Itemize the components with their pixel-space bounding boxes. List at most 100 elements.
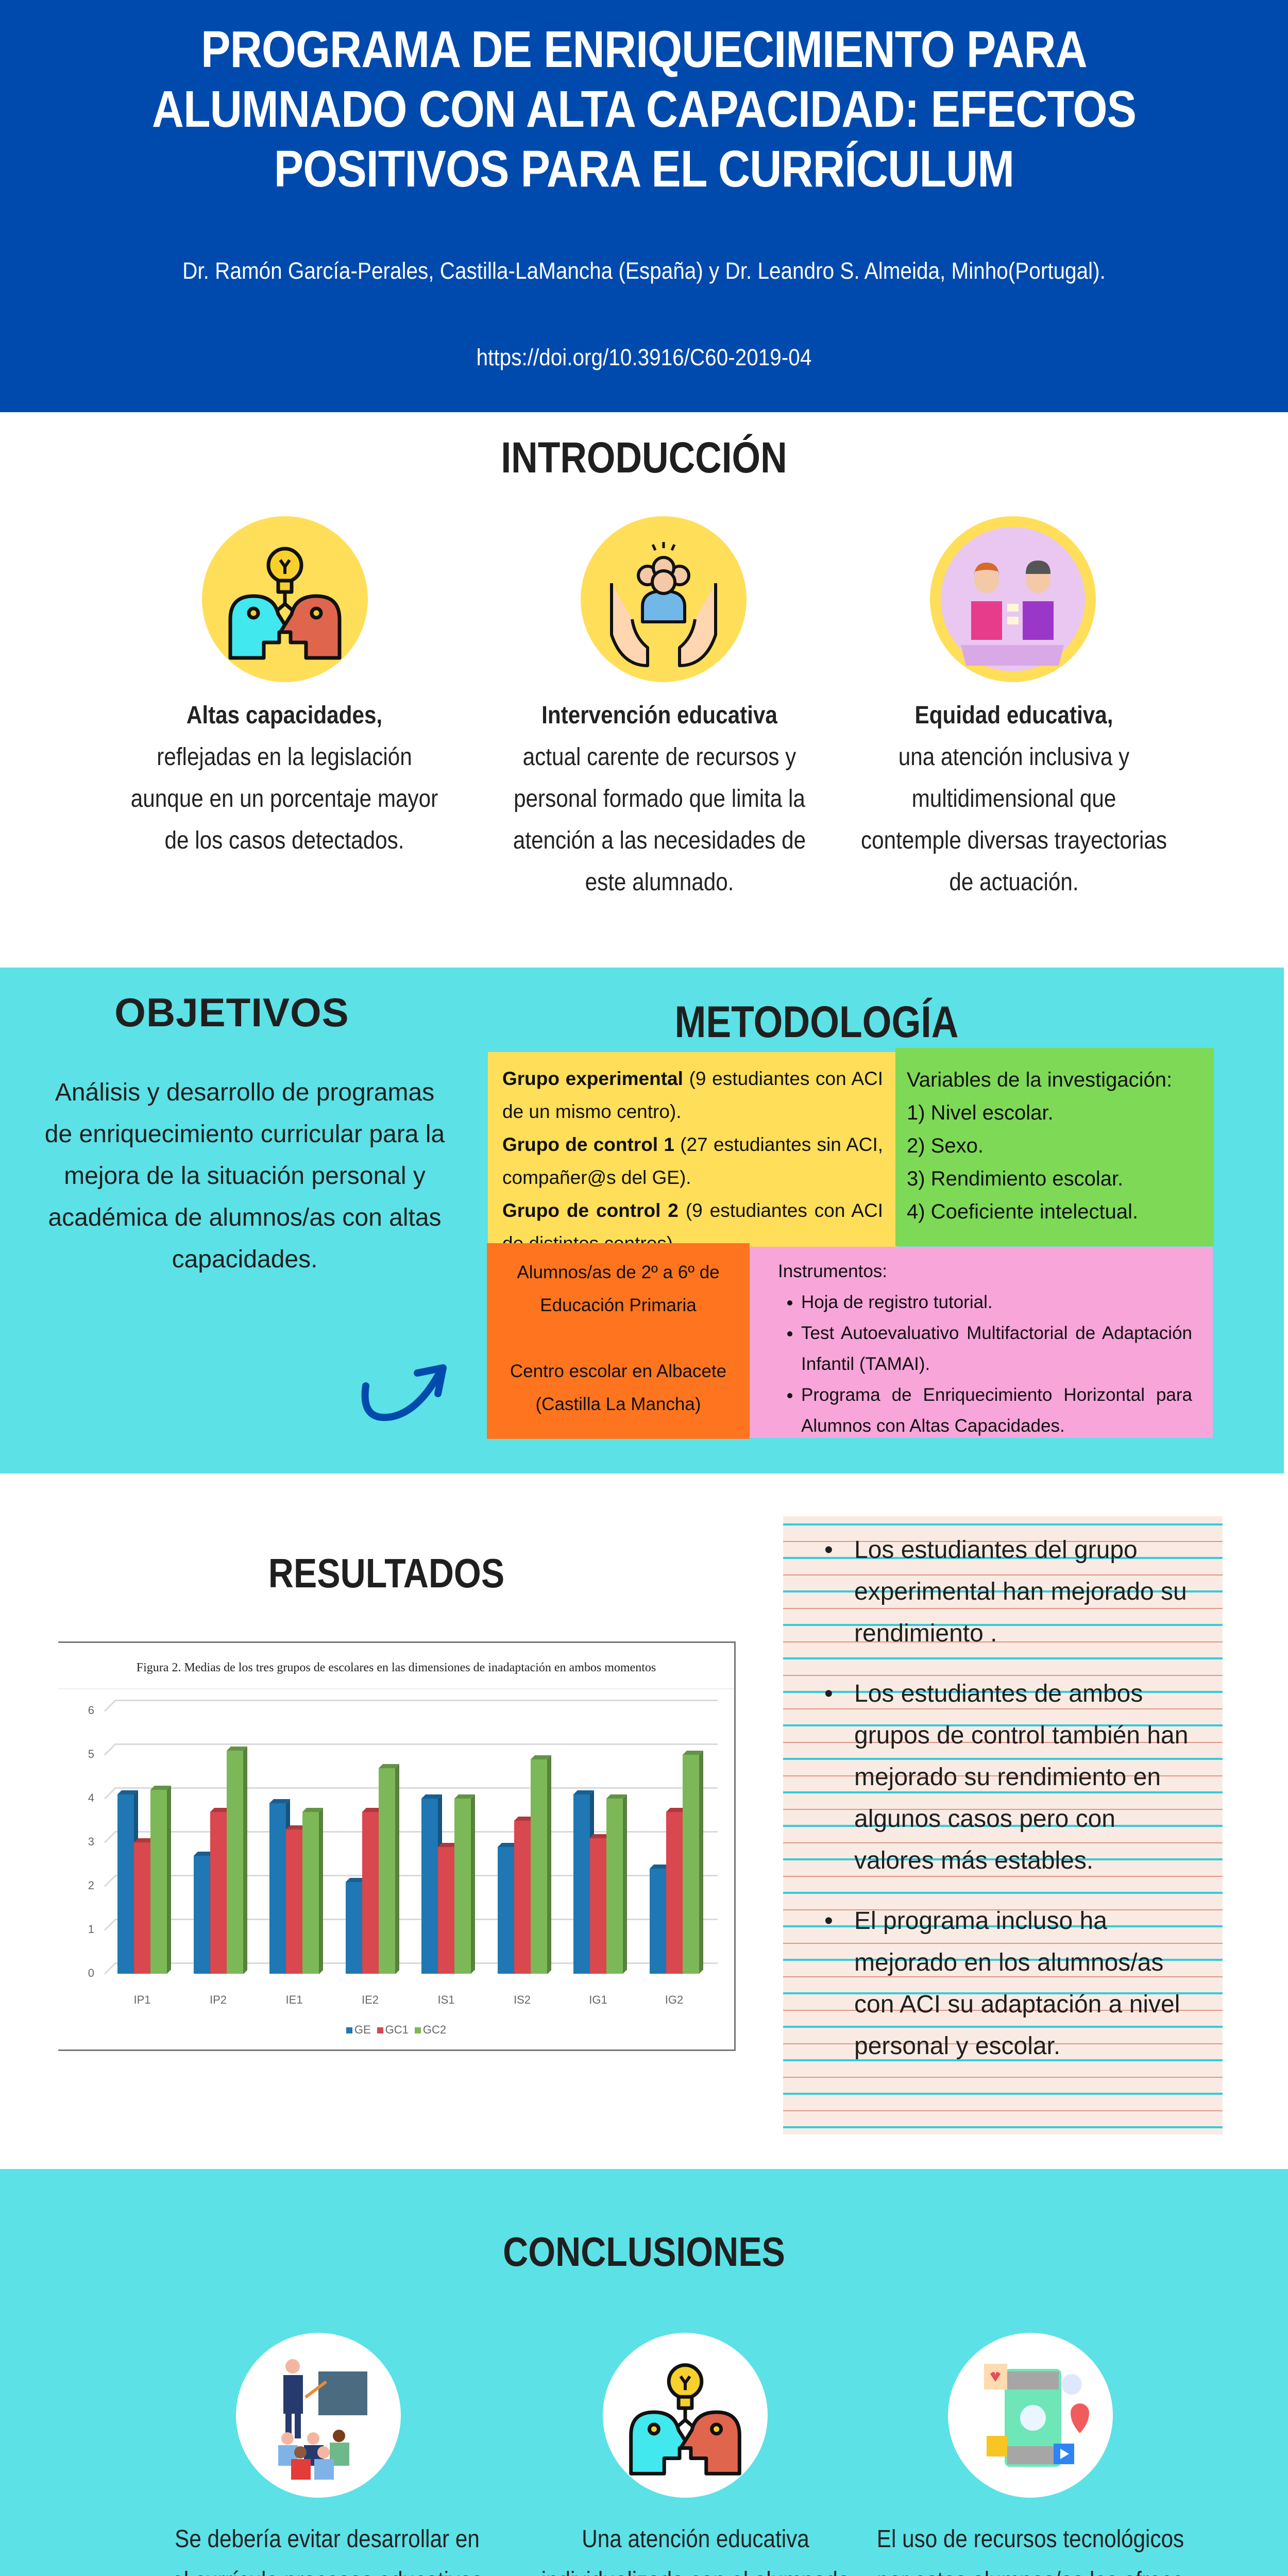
teacher-presentation-icon <box>236 2333 401 2498</box>
variable-item: 2) Sexo. <box>907 1134 984 1157</box>
legend-swatch <box>377 2027 383 2034</box>
intro-item-1-heading: Altas capacidades, <box>186 702 383 729</box>
chart-bar-gc2 <box>378 1768 395 1974</box>
authors: Dr. Ramón García-Perales, Castilla-LaMan… <box>182 258 1106 284</box>
chart-bar-gc2 <box>226 1750 243 1974</box>
group-detail: (9 estudiantes con ACI de un mismo centr… <box>502 1068 884 1122</box>
conclusion-item-2: Una atención educativa individualizada c… <box>541 2526 850 2576</box>
notepad-rule <box>783 1657 1223 1659</box>
notepad-rule-red <box>783 2110 1223 2111</box>
intro-item-2-heading: Intervención educativa <box>541 702 777 729</box>
y-tick-label: 0 <box>88 1967 94 1979</box>
x-tick-label: IP1 <box>133 1993 151 2006</box>
y-tick-label: 6 <box>88 1704 94 1717</box>
chart-bar-ge <box>573 1794 590 1974</box>
chart-bar-gc2 <box>150 1790 167 1974</box>
variable-item: 4) Coeficiente intelectual. <box>907 1200 1139 1223</box>
finding-item: Los estudiantes del grupo experimental h… <box>824 1529 1200 1654</box>
chart-bar-gc1 <box>666 1811 683 1974</box>
chart-bar-gc1 <box>134 1842 150 1974</box>
chart-gridline-edge <box>104 1787 116 1800</box>
chart-bar-gc2 <box>302 1811 319 1974</box>
finding-item: Los estudiantes de ambos grupos de contr… <box>824 1673 1200 1882</box>
group-detail: (27 estudiantes sin ACI, compañer@s del … <box>502 1134 883 1188</box>
chart-gridline <box>115 1700 718 1701</box>
section-title-resultados: RESULTADOS <box>268 1550 505 1596</box>
chart-gridline-edge <box>104 1700 116 1712</box>
intro-item-3: Equidad educativa, una atención inclusiv… <box>860 694 1168 903</box>
two-people-equity-icon <box>930 516 1096 682</box>
y-tick-label: 5 <box>88 1748 94 1760</box>
chart-bar-gc2 <box>606 1799 623 1974</box>
legend-item-ge: GE <box>346 2023 371 2037</box>
two-heads-lightbulb-icon <box>202 516 368 682</box>
chart-bar-gc2 <box>530 1759 547 1974</box>
finding-item: El programa incluso ha mejorado en los a… <box>824 1900 1200 2067</box>
x-tick-label: IP2 <box>209 1993 227 2006</box>
x-tick-label: IS2 <box>513 1993 531 2006</box>
mobile-social-media-icon <box>948 2333 1113 2498</box>
instrument-item: Programa de Enriquecimiento Horizontal p… <box>801 1380 1192 1442</box>
two-heads-lightbulb-icon <box>603 2333 768 2498</box>
legend-swatch <box>414 2027 421 2034</box>
chart-bar-ge <box>421 1799 438 1974</box>
results-notepad: Los estudiantes del grupo experimental h… <box>783 1516 1223 2134</box>
chart-bar-gc1 <box>286 1829 302 1974</box>
conclusion-item-3: El uso de recursos tecnológicos por esto… <box>876 2526 1184 2576</box>
x-tick-label: IE1 <box>285 1993 303 2006</box>
x-tick-label: IE2 <box>361 1993 379 2006</box>
chart-gridline-edge <box>104 1831 116 1843</box>
intro-item-3-heading: Equidad educativa, <box>914 702 1113 729</box>
chart-title: Figura 2. Medias de los tres grupos de e… <box>136 1661 656 1674</box>
variables-box: Variables de la investigación: 1) Nivel … <box>895 1048 1214 1246</box>
chart-gridline-edge <box>104 1919 116 1931</box>
x-tick-label: IG1 <box>589 1993 607 2006</box>
group-control-1: Grupo de control 1 (27 estudiantes sin A… <box>502 1128 883 1194</box>
chart-bar-gc1 <box>362 1811 379 1974</box>
legend-swatch <box>346 2027 352 2034</box>
chart-bar-ge <box>193 1855 210 1974</box>
intro-item-3-body: una atención inclusiva y multidimensiona… <box>861 743 1167 896</box>
chart-gridline <box>115 1787 718 1789</box>
chart-bar-ge <box>269 1803 286 1974</box>
chart-title-divider <box>58 1688 734 1689</box>
chart-gridline <box>115 1831 718 1833</box>
chart-gridline <box>115 1743 718 1745</box>
doi-link[interactable]: https://doi.org/10.3916/C60-2019-04 <box>476 344 812 370</box>
instrument-item: Test Autoevaluativo Multifactorial de Ad… <box>801 1318 1192 1380</box>
instruments-box: Instrumentos: Hoja de registro tutorial.… <box>750 1247 1213 1438</box>
participants-students: Alumnos/as de 2º a 6º de Educación Prima… <box>517 1262 720 1315</box>
intro-item-2-body: actual carente de recursos y personal fo… <box>513 743 806 896</box>
notepad-rule <box>783 1523 1223 1526</box>
legend-item-gc2: GC2 <box>414 2023 446 2037</box>
chart-bar-gc1 <box>590 1838 606 1974</box>
group-label: Grupo de control 2 <box>502 1200 679 1221</box>
chart-gridline-edge <box>104 1743 116 1756</box>
chart-gridline <box>115 1919 718 1920</box>
group-label: Grupo experimental <box>502 1068 683 1089</box>
y-tick-label: 3 <box>88 1835 94 1848</box>
instrument-item: Hoja de registro tutorial. <box>801 1287 1192 1318</box>
conclusion-item-1: Se debería evitar desarrollar en el curr… <box>172 2526 482 2576</box>
chart-bar-gc1 <box>514 1820 531 1974</box>
findings-list: Los estudiantes del grupo experimental h… <box>824 1529 1200 2086</box>
intro-item-2: Intervención educativa actual carente de… <box>505 694 814 903</box>
curved-arrow-icon <box>361 1364 447 1421</box>
group-label: Grupo de control 1 <box>502 1134 674 1155</box>
section-title-introduccion: INTRODUCCIÓN <box>501 433 787 482</box>
chart-gridline <box>115 1875 718 1876</box>
header-banner: PROGRAMA DE ENRIQUECIMIENTO PARA ALUMNAD… <box>0 0 1288 412</box>
y-tick-label: 2 <box>88 1879 94 1892</box>
section-title-conclusiones: CONCLUSIONES <box>503 2229 785 2275</box>
chart-bar-ge <box>497 1846 514 1974</box>
title-line-1: PROGRAMA DE ENRIQUECIMIENTO PARA <box>201 21 1088 78</box>
chart-bar-ge <box>345 1882 362 1974</box>
x-tick-label: IG2 <box>665 1993 684 2006</box>
instruments-list: Hoja de registro tutorial. Test Autoeval… <box>778 1287 1192 1442</box>
notepad-rule <box>783 2126 1223 2128</box>
participants-box: Alumnos/as de 2º a 6º de Educación Prima… <box>487 1243 750 1439</box>
x-tick-label: IS1 <box>437 1993 455 2006</box>
notepad-rule-red <box>783 2077 1223 2078</box>
chart-gridline-edge <box>104 1962 116 1975</box>
chart-plot-area: 0 1 2 3 4 5 6 IP1 IP2 IE1 IE2 IS1 IS2 IG1 IG2 <box>58 1694 736 2006</box>
